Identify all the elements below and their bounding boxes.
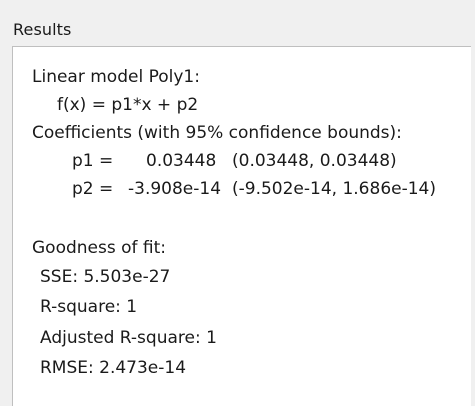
coefficient-value-p1: 0.03448: [146, 151, 217, 171]
coefficient-label-p1: p1 =: [72, 151, 114, 171]
formula-line: f(x) = p1*x + p2: [57, 95, 199, 115]
results-text-box[interactable]: Linear model Poly1: f(x) = p1*x + p2 Coe…: [12, 46, 471, 406]
goodness-rmse: RMSE: 2.473e-14: [40, 358, 187, 378]
goodness-header: Goodness of fit:: [32, 238, 167, 258]
panel-title: Results: [13, 20, 72, 39]
coefficient-label-p2: p2 =: [72, 179, 114, 199]
coefficient-bounds-p2: (-9.502e-14, 1.686e-14): [232, 179, 436, 199]
goodness-sse: SSE: 5.503e-27: [40, 267, 171, 287]
coefficient-value-p2: -3.908e-14: [128, 179, 222, 199]
goodness-adjusted-r-square: Adjusted R-square: 1: [40, 328, 217, 348]
goodness-r-square: R-square: 1: [40, 297, 138, 317]
coefficients-header: Coefficients (with 95% confidence bounds…: [32, 123, 402, 143]
model-line: Linear model Poly1:: [32, 67, 200, 87]
coefficient-bounds-p1: (0.03448, 0.03448): [232, 151, 397, 171]
